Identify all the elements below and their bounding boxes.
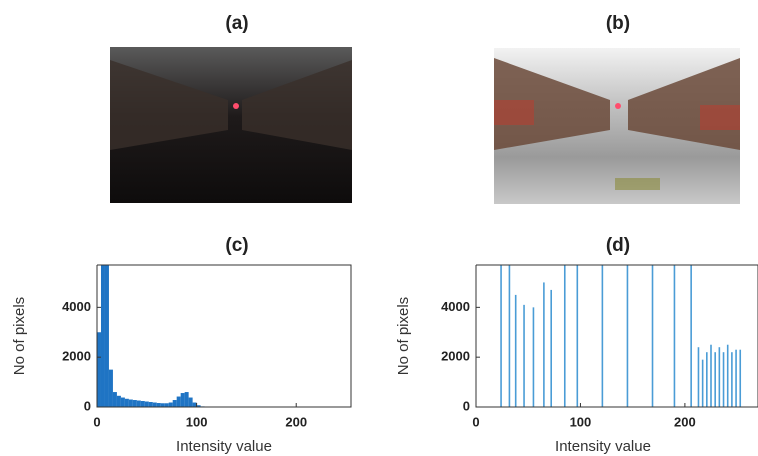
bar [124, 398, 129, 407]
x-tick-label: 200 [285, 414, 307, 429]
bar [112, 392, 117, 407]
y-tick-label: 2000 [441, 349, 470, 364]
bar [128, 399, 133, 407]
image-a [110, 47, 352, 203]
plot-area [500, 265, 742, 407]
bar [108, 369, 113, 407]
bar [180, 393, 185, 407]
x-tick-label: 100 [186, 414, 208, 429]
panel-title: (a) [225, 13, 248, 34]
y-tick-label: 0 [463, 398, 470, 413]
bar [136, 400, 141, 407]
x-axis-label: Intensity value [555, 438, 651, 455]
bar [176, 396, 181, 407]
x-tick-label: 0 [93, 414, 100, 429]
y-axis-label: No of pixels [11, 297, 28, 375]
bar [184, 392, 189, 407]
bar [140, 401, 145, 407]
bar [168, 402, 173, 407]
bar [148, 402, 153, 407]
bar [164, 403, 169, 407]
y-tick-label: 2000 [62, 349, 91, 364]
bar [192, 402, 197, 407]
chart-title: (d) [606, 235, 630, 256]
plot-area [97, 265, 205, 407]
bar [120, 397, 125, 407]
bar [160, 403, 165, 407]
x-tick-label: 100 [570, 414, 592, 429]
x-tick-label: 200 [674, 414, 696, 429]
y-tick-label: 4000 [62, 299, 91, 314]
bar [100, 265, 105, 407]
axis-frame [475, 264, 758, 408]
panel-title: (b) [606, 13, 630, 34]
bar [188, 397, 193, 407]
bar [156, 403, 161, 407]
y-tick-label: 4000 [441, 299, 470, 314]
bar [144, 401, 149, 407]
bar [104, 265, 109, 407]
axis-frame [96, 264, 352, 408]
bar [152, 402, 157, 407]
bar [97, 332, 101, 407]
image-b [494, 48, 740, 204]
bar [172, 400, 177, 407]
bar [132, 400, 137, 407]
bar [116, 395, 121, 407]
bar [196, 405, 201, 407]
chart-title: (c) [225, 235, 248, 256]
x-axis-label: Intensity value [176, 438, 272, 455]
y-tick-label: 0 [84, 398, 91, 413]
y-axis-label: No of pixels [395, 297, 412, 375]
x-tick-label: 0 [472, 414, 479, 429]
